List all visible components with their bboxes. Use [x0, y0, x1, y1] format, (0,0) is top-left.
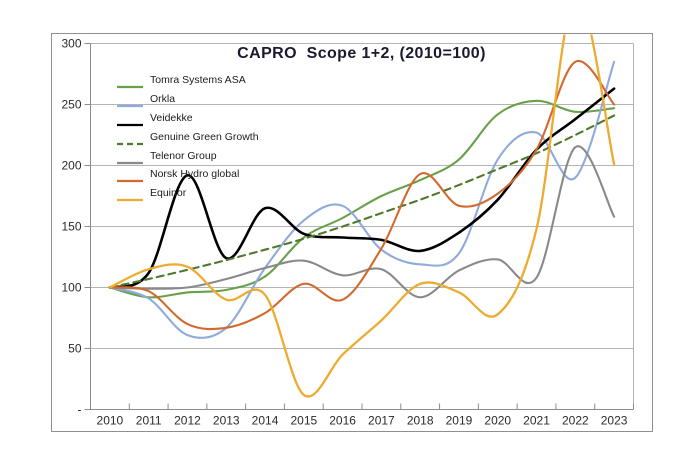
y-axis-label: 50: [68, 342, 82, 356]
legend-label: Orkla: [150, 93, 176, 106]
x-axis-label: 2011: [136, 414, 162, 428]
chart-outer-border: [51, 33, 653, 432]
y-axis-label: 100: [61, 281, 81, 295]
x-axis-label: 2022: [562, 414, 589, 428]
legend-label: Norsk Hydro global: [150, 168, 240, 181]
legend-item-telenor-group: Telenor Group: [117, 146, 259, 165]
series-line-telenor-group: [108, 145, 616, 299]
x-axis-label: 2014: [252, 414, 279, 428]
x-axis-label: 2013: [213, 414, 240, 428]
x-axis-label: 2017: [368, 414, 395, 428]
legend-item-orkla: Orkla: [117, 90, 259, 109]
chart-title: CAPRO Scope 1+2, (2010=100): [237, 45, 486, 62]
y-axis-label: -: [78, 403, 82, 417]
legend-item-norsk-hydro-global: Norsk Hydro global: [117, 165, 259, 184]
y-axis-label: 250: [61, 98, 81, 112]
legend-line-swatch: [117, 190, 143, 202]
legend-label: Telenor Group: [150, 149, 217, 162]
series-line-equinor: [108, 34, 616, 398]
legend-item-equinor: Equinor: [117, 184, 259, 203]
x-axis-label: 2023: [601, 414, 628, 428]
chart-legend: Tomra Systems ASA Orkla Veidekke Genuine Gr…: [117, 71, 259, 203]
legend-line-swatch: [117, 134, 143, 145]
y-axis-label: 200: [61, 159, 81, 173]
x-axis-label: 2019: [446, 414, 473, 428]
legend-label: Genuine Green Growth: [150, 130, 259, 143]
legend-item-tomra-systems-asa: Tomra Systems ASA: [117, 71, 259, 90]
x-axis-label: 2010: [97, 414, 124, 428]
x-axis-label: 2015: [290, 414, 317, 428]
legend-item-veidekke: Veidekke: [117, 109, 259, 128]
x-axis-label: 2021: [523, 414, 550, 428]
y-axis-label: 300: [61, 37, 81, 51]
legend-line-swatch: [117, 171, 143, 183]
series-line-veidekke: [108, 87, 616, 289]
x-axis-label: 2012: [174, 414, 201, 428]
x-axis-label: 2016: [329, 414, 356, 428]
x-axis-label: 2020: [484, 414, 511, 428]
legend-line-swatch: [117, 96, 143, 108]
legend-item-genuine-green-growth: Genuine Green Growth: [117, 127, 259, 146]
series-line-tomra-systems-asa: [108, 99, 616, 299]
legend-line-swatch: [117, 115, 143, 127]
y-axis-label: 150: [61, 220, 81, 234]
x-axis-label: 2018: [407, 414, 434, 428]
legend-line-swatch: [117, 77, 143, 89]
legend-label: Tomra Systems ASA: [150, 74, 246, 87]
series-line-norsk-hydro-global: [108, 60, 616, 331]
legend-label: Equinor: [150, 187, 187, 200]
legend-label: Veidekke: [150, 111, 193, 124]
legend-line-swatch: [117, 153, 143, 164]
